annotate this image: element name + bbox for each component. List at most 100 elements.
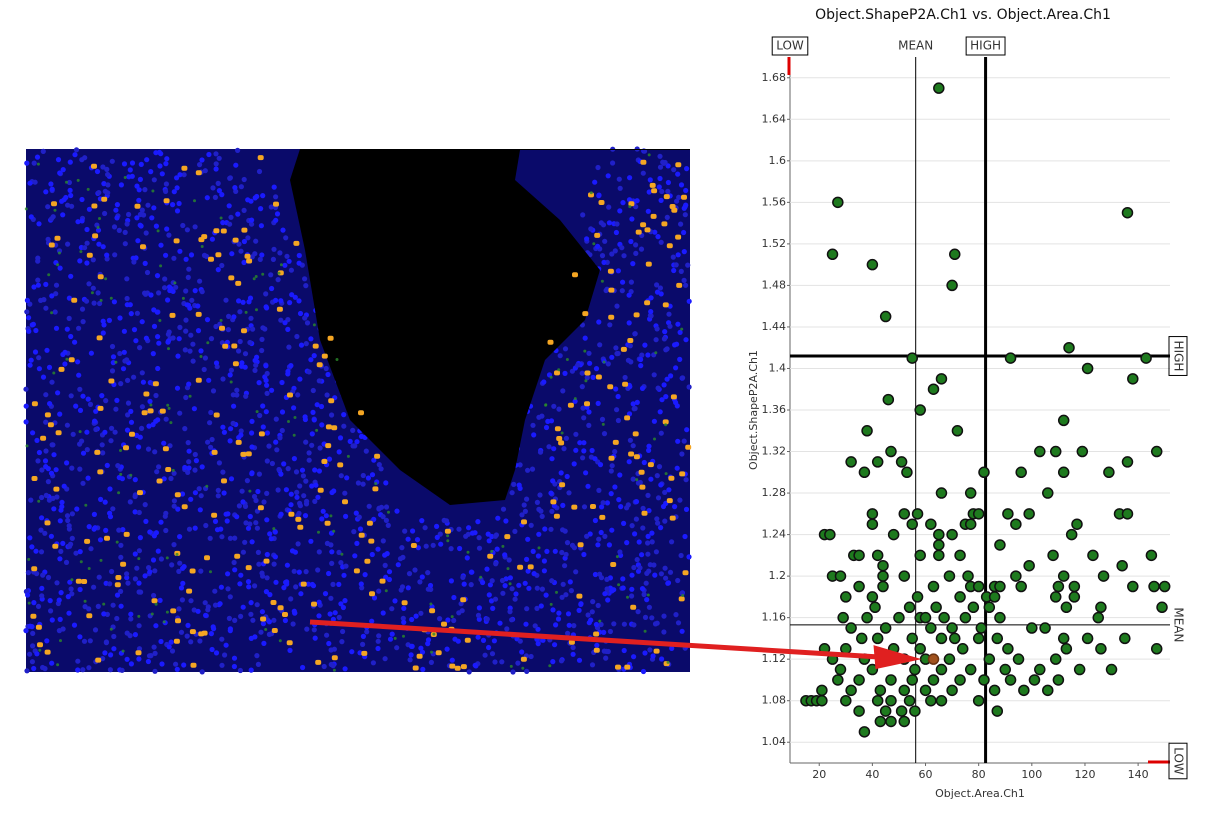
cell-nucleus bbox=[207, 535, 213, 541]
marked-cell bbox=[685, 444, 692, 450]
cell-nucleus bbox=[153, 623, 159, 629]
cell-nucleus bbox=[212, 518, 219, 525]
cell-nucleus bbox=[419, 518, 425, 524]
cell-nucleus bbox=[528, 653, 534, 660]
cell-nucleus bbox=[312, 635, 318, 641]
cell-nucleus bbox=[240, 549, 246, 555]
cell-nucleus bbox=[107, 486, 113, 492]
cell-nucleus bbox=[264, 458, 270, 464]
cell-nucleus bbox=[131, 374, 137, 380]
marked-cell bbox=[213, 412, 220, 418]
cell-nucleus bbox=[530, 548, 536, 555]
cell-nucleus bbox=[530, 422, 536, 428]
cell-nucleus bbox=[252, 357, 258, 364]
cell-nucleus bbox=[620, 576, 626, 582]
marked-cell bbox=[576, 593, 583, 599]
cell-nucleus bbox=[80, 667, 86, 673]
cell-nucleus bbox=[297, 310, 304, 317]
data-point bbox=[1042, 684, 1054, 697]
cell-nucleus bbox=[97, 537, 104, 543]
cell-nucleus bbox=[171, 470, 177, 476]
cell-nucleus bbox=[231, 314, 237, 320]
cell-nucleus bbox=[251, 493, 258, 500]
cell-nucleus bbox=[304, 626, 310, 632]
cell-nucleus bbox=[197, 162, 203, 168]
cell-nucleus bbox=[565, 611, 572, 617]
green-signal bbox=[626, 595, 629, 599]
cell-nucleus bbox=[614, 407, 620, 413]
cell-nucleus bbox=[522, 508, 529, 514]
cell-nucleus bbox=[264, 517, 270, 523]
cell-nucleus bbox=[24, 297, 30, 303]
cell-nucleus bbox=[661, 382, 667, 388]
cell-nucleus bbox=[494, 546, 500, 552]
green-signal bbox=[680, 327, 684, 331]
cell-nucleus bbox=[68, 192, 74, 199]
cell-nucleus bbox=[629, 572, 635, 578]
cell-nucleus bbox=[621, 647, 627, 654]
cell-nucleus bbox=[29, 624, 35, 630]
cell-nucleus bbox=[664, 376, 670, 382]
cell-nucleus bbox=[319, 422, 325, 428]
cell-nucleus bbox=[375, 546, 381, 552]
data-point bbox=[956, 643, 969, 655]
cell-nucleus bbox=[225, 586, 231, 592]
green-signal bbox=[244, 310, 248, 314]
cell-nucleus bbox=[36, 221, 42, 227]
green-signal bbox=[332, 668, 336, 672]
y-tick-label: 1.28 bbox=[762, 486, 787, 499]
cell-nucleus bbox=[466, 669, 472, 675]
cell-nucleus bbox=[165, 297, 171, 303]
cell-nucleus bbox=[599, 416, 606, 422]
cell-nucleus bbox=[297, 376, 303, 382]
data-point bbox=[901, 466, 913, 479]
cell-nucleus bbox=[163, 527, 169, 534]
y-tick-label: 1.16 bbox=[762, 611, 787, 624]
marked-cell bbox=[220, 228, 227, 234]
green-signal bbox=[79, 250, 83, 254]
data-point bbox=[906, 632, 918, 645]
cell-nucleus bbox=[451, 594, 457, 601]
cell-nucleus bbox=[195, 328, 202, 334]
marked-cell bbox=[416, 653, 423, 659]
cell-nucleus bbox=[512, 528, 518, 535]
green-signal bbox=[643, 629, 647, 633]
data-point bbox=[1063, 341, 1075, 354]
y-tick-label: 1.6 bbox=[769, 154, 787, 167]
marked-cell bbox=[410, 543, 417, 548]
data-point bbox=[1081, 362, 1094, 375]
cell-nucleus bbox=[184, 227, 190, 233]
cell-nucleus bbox=[544, 548, 550, 555]
cell-nucleus bbox=[72, 339, 78, 345]
green-signal bbox=[165, 610, 169, 614]
cell-nucleus bbox=[236, 348, 242, 354]
cell-nucleus bbox=[146, 423, 152, 429]
cell-nucleus bbox=[92, 627, 99, 633]
cell-nucleus bbox=[69, 465, 75, 471]
cell-nucleus bbox=[201, 252, 208, 258]
cell-nucleus bbox=[387, 636, 394, 642]
marked-cell bbox=[598, 200, 605, 205]
marked-cell bbox=[186, 588, 193, 594]
y-tick-label: 1.68 bbox=[762, 71, 787, 84]
cell-nucleus bbox=[167, 443, 173, 449]
cell-nucleus bbox=[308, 538, 314, 544]
cell-nucleus bbox=[195, 608, 201, 614]
marked-cell bbox=[156, 478, 163, 484]
cell-nucleus bbox=[132, 509, 138, 515]
green-signal bbox=[205, 484, 209, 488]
marked-cell bbox=[325, 424, 332, 430]
cell-nucleus bbox=[47, 598, 53, 604]
cell-nucleus bbox=[82, 245, 88, 251]
cell-nucleus bbox=[151, 177, 157, 183]
green-signal bbox=[167, 406, 171, 410]
cell-nucleus bbox=[231, 559, 237, 566]
cell-nucleus bbox=[90, 257, 96, 263]
cell-nucleus bbox=[681, 249, 687, 255]
marked-cell bbox=[31, 476, 38, 481]
data-point bbox=[1127, 580, 1139, 593]
marked-cell bbox=[97, 405, 104, 411]
data-point bbox=[1023, 559, 1035, 572]
cell-nucleus bbox=[249, 221, 255, 227]
green-signal bbox=[602, 360, 606, 364]
